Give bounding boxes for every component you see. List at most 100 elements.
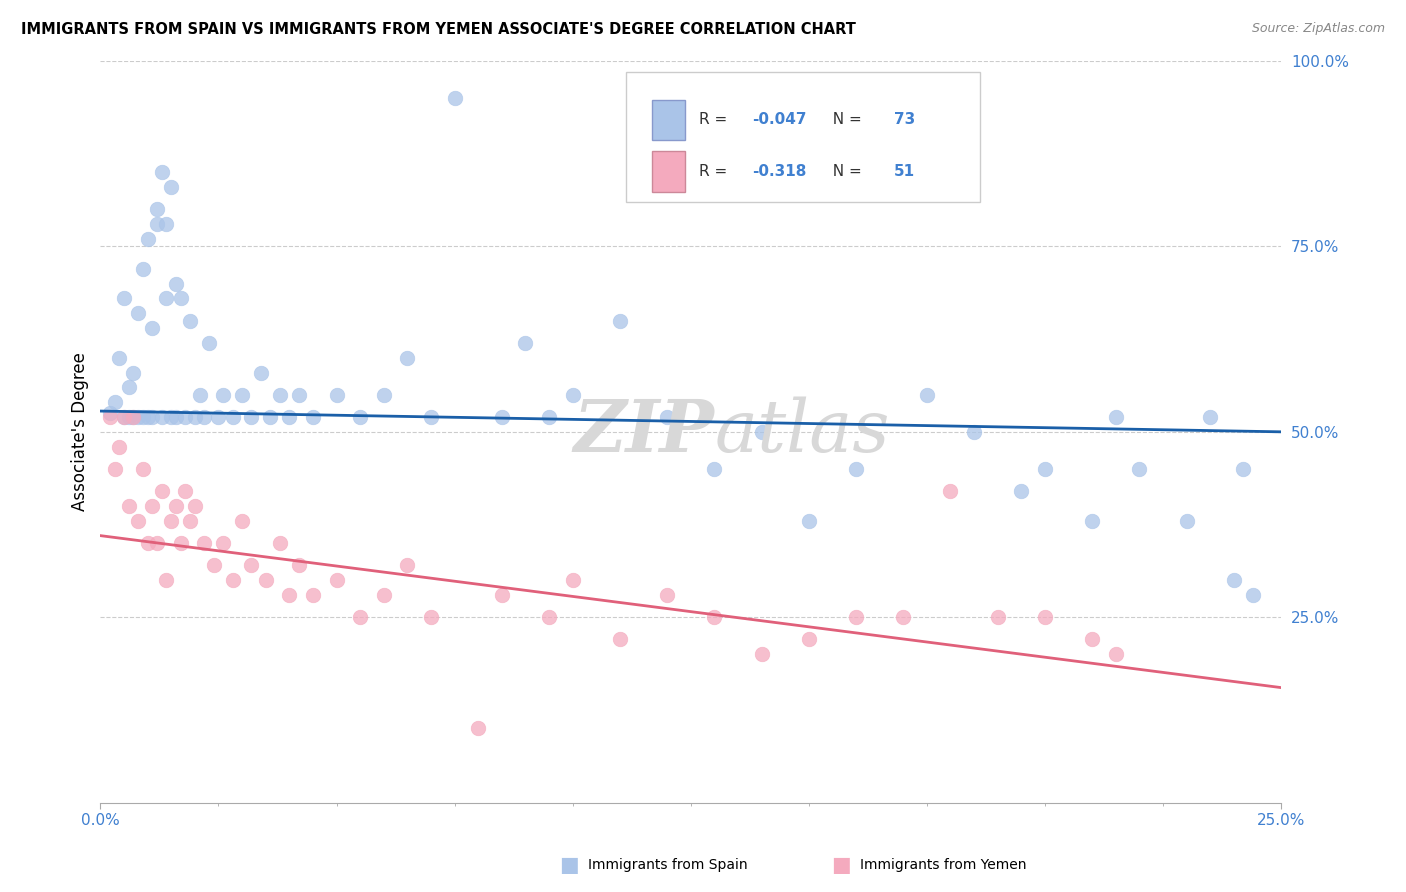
Point [1033, 610, 1056, 624]
Point [155, 573, 177, 587]
Point [179, 313, 201, 327]
Point [132, 409, 155, 424]
Point [797, 514, 820, 528]
Point [174, 409, 197, 424]
Point [751, 647, 773, 661]
Point [1105, 647, 1128, 661]
Point [141, 499, 163, 513]
Point [155, 292, 177, 306]
Point [184, 409, 207, 424]
Point [136, 536, 159, 550]
Point [269, 536, 291, 550]
Text: 51: 51 [894, 164, 915, 179]
Point [231, 388, 253, 402]
Point [165, 499, 187, 513]
FancyBboxPatch shape [652, 100, 685, 140]
Point [141, 409, 163, 424]
Text: R =: R = [699, 112, 733, 128]
Point [118, 380, 141, 394]
Point [1081, 632, 1104, 647]
Point [915, 388, 938, 402]
Text: -0.047: -0.047 [752, 112, 807, 128]
Point [169, 536, 191, 550]
Text: IMMIGRANTS FROM SPAIN VS IMMIGRANTS FROM YEMEN ASSOCIATE'S DEGREE CORRELATION CH: IMMIGRANTS FROM SPAIN VS IMMIGRANTS FROM… [21, 22, 856, 37]
Point [160, 180, 183, 194]
Point [269, 388, 291, 402]
Point [136, 232, 159, 246]
Point [1128, 462, 1150, 476]
Point [537, 409, 560, 424]
Point [373, 588, 395, 602]
Point [174, 484, 197, 499]
Point [221, 573, 243, 587]
Point [349, 409, 371, 424]
Point [420, 409, 443, 424]
Point [202, 558, 225, 573]
Point [141, 321, 163, 335]
Point [146, 536, 169, 550]
Point [1232, 462, 1254, 476]
Point [845, 610, 868, 624]
Point [122, 366, 145, 380]
Point [491, 409, 513, 424]
Point [250, 366, 273, 380]
Point [127, 306, 149, 320]
Y-axis label: Associate's Degree: Associate's Degree [72, 352, 89, 511]
Point [240, 409, 263, 424]
Point [118, 499, 141, 513]
Point [146, 202, 169, 217]
Point [1223, 573, 1246, 587]
Point [609, 313, 631, 327]
FancyBboxPatch shape [652, 152, 685, 192]
Point [254, 573, 277, 587]
Text: ZIP: ZIP [574, 396, 714, 467]
Text: ■: ■ [560, 855, 579, 875]
Point [751, 425, 773, 439]
Point [420, 610, 443, 624]
Point [108, 440, 131, 454]
Point [939, 484, 962, 499]
Point [703, 610, 725, 624]
Point [655, 409, 678, 424]
Text: N =: N = [823, 164, 866, 179]
Point [150, 165, 173, 179]
Point [103, 462, 125, 476]
Point [561, 388, 583, 402]
Point [349, 610, 371, 624]
Point [891, 610, 914, 624]
Point [112, 409, 135, 424]
Point [103, 395, 125, 409]
Point [165, 277, 187, 291]
Point [287, 558, 309, 573]
Point [122, 409, 145, 424]
Point [160, 514, 183, 528]
Point [987, 610, 1010, 624]
Point [325, 573, 347, 587]
Point [1010, 484, 1032, 499]
Point [1175, 514, 1198, 528]
Point [443, 91, 465, 105]
Point [491, 588, 513, 602]
Point [1199, 409, 1222, 424]
Point [561, 573, 583, 587]
Point [278, 588, 301, 602]
Point [188, 388, 211, 402]
Point [1081, 514, 1104, 528]
Point [146, 217, 169, 231]
Point [963, 425, 986, 439]
Point [207, 409, 229, 424]
Point [112, 292, 135, 306]
Point [132, 462, 155, 476]
Point [118, 409, 141, 424]
Point [655, 588, 678, 602]
Point [325, 388, 347, 402]
Point [302, 588, 325, 602]
Point [240, 558, 263, 573]
Point [396, 351, 419, 365]
Point [302, 409, 325, 424]
Point [1241, 588, 1264, 602]
Point [259, 409, 281, 424]
Point [98, 406, 121, 420]
FancyBboxPatch shape [626, 72, 980, 202]
Point [132, 261, 155, 276]
